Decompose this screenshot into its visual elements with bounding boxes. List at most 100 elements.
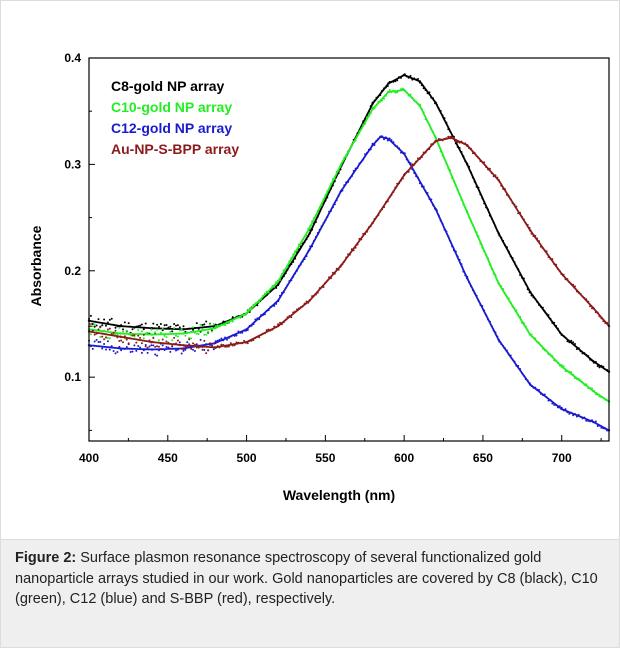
data-point [570,371,573,374]
data-point [475,294,478,297]
data-point [322,286,325,288]
data-point [405,171,408,174]
data-point [190,347,193,350]
data-point [367,110,370,113]
data-point [562,409,565,412]
data-point [210,330,213,333]
data-point [536,340,539,343]
data-point [142,349,145,352]
data-point [515,309,518,312]
data-point [409,162,412,165]
data-point [167,333,170,336]
data-point [324,194,327,197]
data-point [354,167,357,170]
data-point [197,346,200,349]
data-point [214,325,217,328]
data-point [284,267,287,270]
data-point [122,328,124,331]
data-point [93,333,96,336]
data-point [528,226,531,229]
data-point [538,388,540,391]
data-point [534,337,537,340]
data-point [558,364,561,367]
data-point [367,148,370,151]
data-point [488,214,491,217]
data-point [475,231,478,234]
data-point [106,321,109,324]
data-point [308,248,311,251]
data-point [430,96,433,99]
data-point [417,102,419,105]
data-point [252,323,255,326]
data-point [462,203,465,206]
data-point [602,365,605,368]
data-point [411,96,414,99]
data-point [587,387,590,389]
data-point [167,346,170,349]
data-point [579,415,582,418]
data-point [572,414,575,417]
data-point [430,128,433,131]
data-point [367,226,370,229]
data-point [434,101,437,104]
data-point [543,310,546,313]
data-point [224,345,227,348]
data-point [99,340,102,343]
data-point [133,326,136,329]
data-point [424,190,427,193]
data-point [180,352,183,355]
data-point [243,329,246,332]
data-point [296,269,298,272]
data-point [258,301,261,304]
data-point [114,329,117,332]
data-point [316,215,319,218]
series-layer [87,73,611,432]
x-tick-label: 700 [552,451,572,465]
data-point [227,322,230,325]
data-point [384,136,387,139]
data-point [435,103,438,106]
data-point [299,306,302,309]
legend-entry: C12-gold NP array [111,120,232,136]
data-point [454,140,457,143]
legend-entry: Au-NP-S-BPP array [111,141,239,157]
data-point [497,179,500,182]
data-point [175,349,177,352]
data-point [464,142,467,145]
data-point [551,322,554,324]
data-point [192,328,194,331]
data-point [122,347,124,350]
data-point [545,250,548,253]
data-point [460,151,463,153]
data-point [139,346,142,349]
data-point [131,328,134,331]
data-point [358,130,361,133]
data-point [197,327,200,330]
data-point [511,358,514,361]
data-point [369,148,372,151]
data-point [286,268,289,271]
data-point [470,171,472,174]
data-point [99,326,102,329]
data-point [308,227,311,230]
data-point [568,412,571,415]
data-point [379,94,382,97]
data-point [534,234,537,237]
data-point [158,345,160,348]
data-point [222,323,225,326]
data-point [422,151,425,154]
data-point [560,333,563,336]
data-point [297,265,300,268]
data-point [254,337,257,339]
data-point [288,264,291,267]
data-point [592,306,595,310]
data-point [594,360,597,363]
data-point [213,346,217,349]
data-point [487,208,489,211]
data-point [507,297,510,300]
data-point [195,343,198,346]
data-point [212,348,215,351]
data-point [575,415,578,418]
data-point [409,93,412,96]
data-point [239,342,242,345]
